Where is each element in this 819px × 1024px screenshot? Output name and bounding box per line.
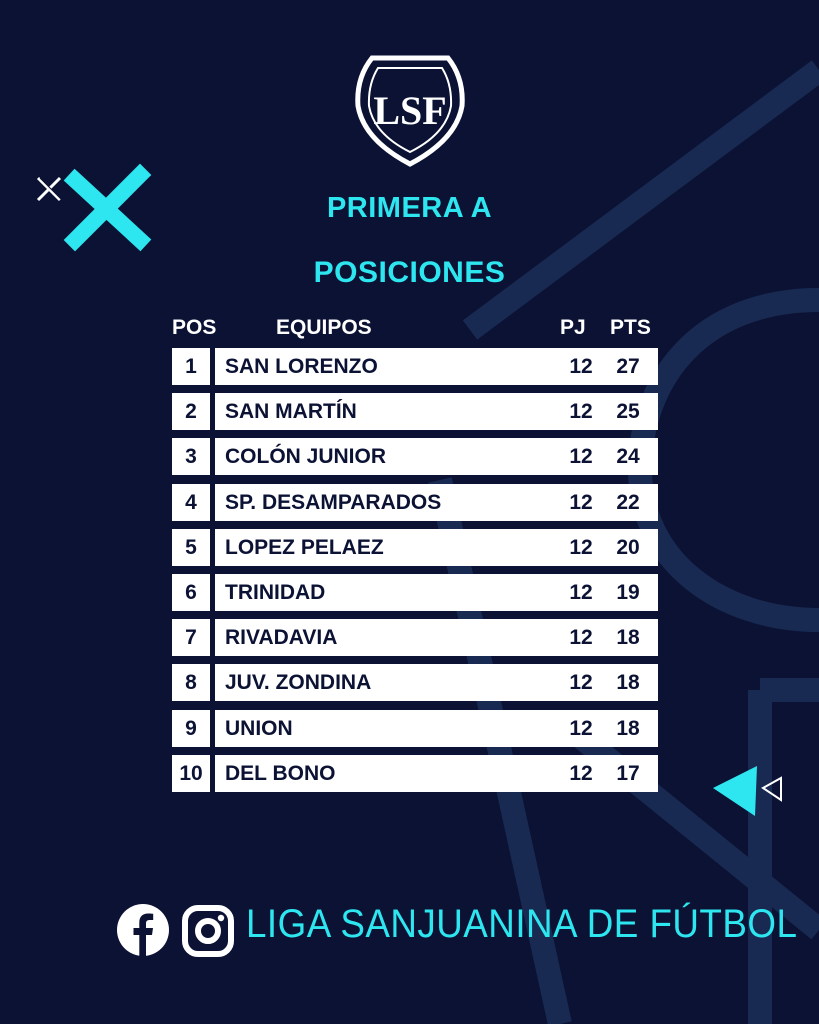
competition-title: PRIMERA A [326,192,493,224]
header-points: PTS [610,316,651,339]
row-body: RIVADAVIA 12 18 [215,619,658,657]
row-played: 12 [569,490,593,514]
row-position: 6 [172,573,210,611]
row-points: 22 [616,490,640,514]
row-points: 18 [616,626,640,650]
row-body: TRINIDAD 12 19 [215,573,658,611]
row-team: SAN LORENZO [225,355,378,378]
row-team: RIVADAVIA [225,626,338,650]
row-team: DEL BONO [225,761,336,785]
row-played: 12 [569,445,593,469]
row-played: 12 [569,716,593,740]
row-played: 12 [569,400,593,424]
table-row: 3 COLÓN JUNIOR 12 24 [172,438,658,476]
row-team: LOPEZ PELAEZ [225,535,384,559]
row-body: DEL BONO 12 17 [215,754,658,792]
table-row: 5 LOPEZ PELAEZ 12 20 [172,528,658,566]
row-played: 12 [569,535,593,559]
row-body: SP. DESAMPARADOS 12 22 [215,483,658,521]
row-points: 27 [616,355,640,378]
row-points: 25 [616,400,640,424]
row-position: 5 [172,528,210,566]
row-played: 12 [569,355,593,378]
row-position: 3 [172,438,210,476]
row-played: 12 [569,626,593,650]
table-row: 2 SAN MARTÍN 12 25 [172,393,658,431]
row-points: 18 [616,671,640,695]
table-row: 9 UNION 12 18 [172,709,658,747]
row-team: SAN MARTÍN [225,400,357,424]
row-body: SAN MARTÍN 12 25 [215,393,658,431]
row-body: UNION 12 18 [215,709,658,747]
row-played: 12 [569,671,593,695]
row-position: 9 [172,709,210,747]
row-position: 1 [172,348,210,385]
header-teams: EQUIPOS [276,316,372,339]
row-position: 4 [172,483,210,521]
row-points: 17 [616,761,640,785]
table-row: 10 DEL BONO 12 17 [172,754,658,792]
table-row: 7 RIVADAVIA 12 18 [172,619,658,657]
table-row: 8 JUV. ZONDINA 12 18 [172,664,658,702]
standings-subtitle: POSICIONES [313,256,506,289]
row-played: 12 [569,580,593,604]
row-team: TRINIDAD [225,580,326,604]
table-row: 6 TRINIDAD 12 19 [172,573,658,611]
row-body: COLÓN JUNIOR 12 24 [215,438,658,476]
crest-monogram: LSF [373,88,446,133]
triangle-decoration-icon [713,766,782,816]
header-pos: POS [172,316,217,339]
row-team: SP. DESAMPARADOS [225,490,442,514]
row-points: 20 [616,535,640,559]
row-points: 18 [616,716,640,740]
row-team: JUV. ZONDINA [225,671,372,695]
row-position: 8 [172,664,210,702]
row-position: 10 [172,754,210,792]
table-row: 1 SAN LORENZO 12 27 [172,348,658,385]
row-points: 24 [616,445,640,469]
table-row: 4 SP. DESAMPARADOS 12 22 [172,483,658,521]
row-team: UNION [225,716,293,740]
header-played: PJ [560,316,586,339]
league-crest-logo: LSF [355,55,465,167]
row-body: JUV. ZONDINA 12 18 [215,664,658,702]
row-body: LOPEZ PELAEZ 12 20 [215,528,658,566]
row-position: 7 [172,619,210,657]
row-position: 2 [172,393,210,431]
standings-table: 1 SAN LORENZO 12 27 2 SAN MARTÍN 12 25 3… [172,348,658,800]
row-points: 19 [616,580,640,604]
instagram-icon[interactable] [181,904,235,958]
x-decoration-icon [36,163,152,252]
row-body: SAN LORENZO 12 27 [215,348,658,385]
row-played: 12 [569,761,593,785]
facebook-icon[interactable] [117,904,169,956]
row-team: COLÓN JUNIOR [225,445,387,469]
brand-name: LIGA SANJUANINA DE FÚTBOL [246,902,798,946]
footer: LIGA SANJUANINA DE FÚTBOL [0,898,819,968]
